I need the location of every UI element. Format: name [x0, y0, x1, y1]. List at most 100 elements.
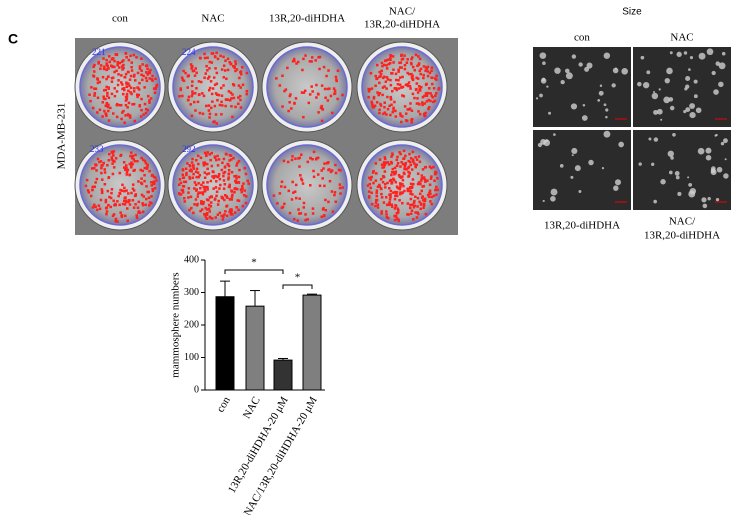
colony	[386, 58, 390, 61]
colony	[100, 188, 104, 191]
colony	[404, 167, 408, 171]
sphere	[581, 115, 588, 121]
colony	[111, 76, 115, 80]
colony	[216, 57, 220, 61]
colony	[237, 96, 240, 99]
colony	[152, 181, 155, 185]
colony	[418, 69, 421, 73]
colony	[121, 183, 124, 187]
colony	[410, 168, 414, 171]
colony	[206, 56, 209, 60]
colony	[137, 88, 141, 91]
colony	[136, 95, 139, 99]
colony	[410, 57, 413, 61]
colony	[103, 182, 107, 186]
colony	[432, 87, 436, 90]
colony	[415, 163, 418, 167]
colony	[296, 60, 300, 64]
colony	[423, 114, 427, 118]
colony	[416, 182, 420, 186]
colony	[110, 191, 113, 195]
colony	[207, 75, 211, 79]
colony	[108, 195, 111, 199]
colony	[130, 161, 133, 164]
colony	[237, 84, 241, 87]
colony	[419, 182, 422, 185]
colony	[102, 57, 105, 60]
sphere	[698, 52, 706, 60]
colony	[106, 189, 110, 193]
colony	[415, 87, 418, 91]
colony	[397, 79, 400, 82]
colony	[397, 173, 401, 177]
sphere	[542, 61, 546, 65]
colony	[213, 55, 217, 58]
colony	[207, 198, 210, 202]
colony	[209, 158, 212, 162]
colony	[404, 119, 408, 122]
colony	[409, 160, 412, 164]
colony	[330, 190, 334, 193]
colony	[390, 203, 394, 207]
colony	[385, 210, 388, 213]
colony	[135, 216, 139, 220]
colony	[124, 51, 128, 55]
sphere	[672, 132, 676, 137]
colony	[280, 185, 283, 188]
colony	[429, 177, 433, 180]
sphere	[713, 89, 719, 95]
colony	[413, 96, 416, 100]
colony	[214, 175, 217, 178]
colony	[130, 191, 133, 195]
colony	[413, 199, 416, 203]
colony	[420, 101, 424, 104]
colony	[378, 108, 381, 111]
colony	[301, 68, 304, 72]
colony	[296, 219, 300, 222]
colony	[140, 156, 143, 160]
sphere	[612, 67, 619, 74]
colony	[107, 119, 111, 122]
colony	[205, 211, 209, 215]
colony	[339, 192, 342, 195]
colony	[101, 75, 105, 79]
colony	[196, 192, 200, 195]
colony	[118, 103, 121, 107]
colony	[148, 99, 151, 102]
colony	[312, 175, 316, 179]
colony	[197, 80, 201, 83]
colony	[287, 189, 291, 193]
colony	[177, 183, 181, 186]
colony	[122, 161, 126, 164]
colony	[106, 94, 109, 97]
colony	[117, 73, 120, 76]
colony	[302, 57, 305, 61]
colony	[184, 71, 187, 75]
colony	[333, 92, 337, 95]
colony	[430, 166, 433, 170]
colony	[400, 120, 403, 124]
colony	[220, 100, 223, 104]
colony	[110, 57, 114, 61]
colony	[436, 188, 440, 192]
colony	[437, 86, 441, 90]
colony	[421, 103, 424, 107]
colony	[126, 207, 129, 210]
colony	[109, 196, 113, 200]
colony	[230, 105, 233, 108]
colony	[147, 94, 150, 98]
colony	[333, 193, 336, 197]
colony	[181, 94, 184, 98]
colony	[207, 172, 211, 175]
colony	[110, 92, 114, 96]
sphere	[588, 159, 594, 166]
colony	[191, 69, 195, 73]
colony	[199, 186, 202, 190]
colony	[424, 111, 427, 115]
colony	[419, 67, 423, 71]
colony	[321, 177, 324, 180]
colony	[390, 155, 393, 158]
sphere	[723, 138, 728, 144]
colony	[320, 215, 324, 219]
colony	[286, 160, 290, 164]
